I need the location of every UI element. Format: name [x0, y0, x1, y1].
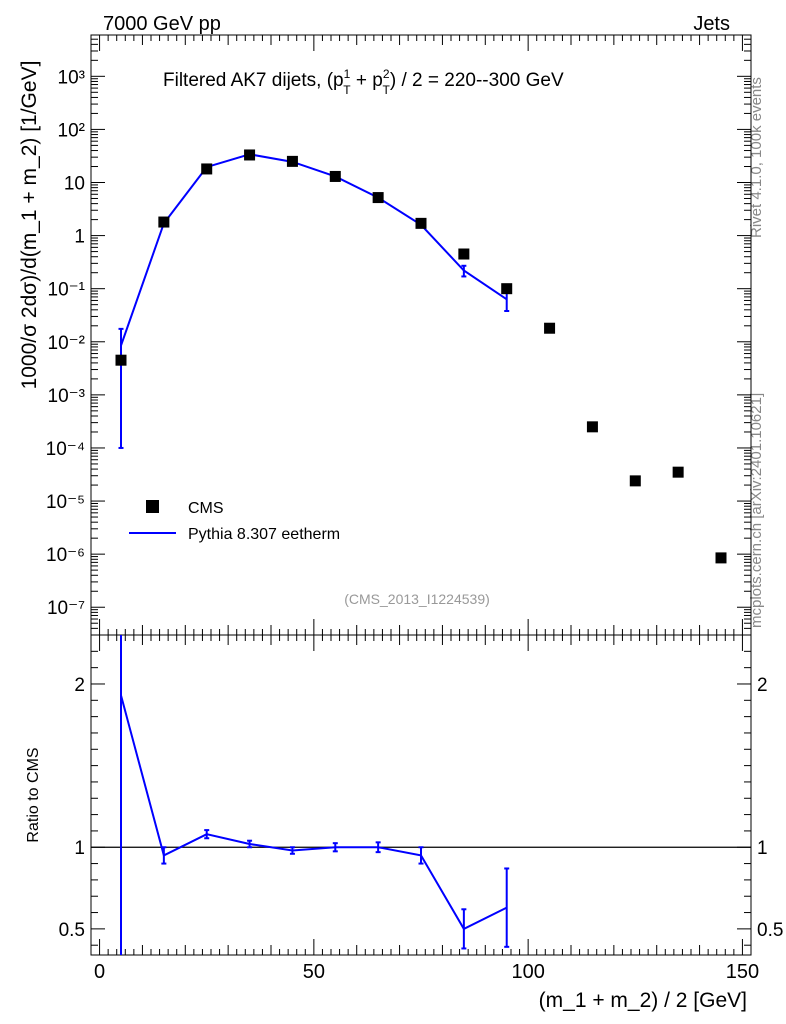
cms-data-point — [244, 149, 256, 161]
main-y-tick-label: 10 — [64, 173, 85, 194]
cms-data-point — [458, 248, 470, 260]
main-title: Filtered AK7 dijets, (p1 T + p2 T) / 2 = 2… — [163, 67, 564, 97]
ratio-axis-ticks — [91, 635, 751, 955]
mc-series-ratio — [120, 635, 510, 955]
main-y-tick-label: 10⁻⁷ — [47, 598, 85, 619]
cms-data-point — [501, 283, 513, 295]
x-tick-label: 150 — [726, 961, 759, 983]
legend-mc-label: Pythia 8.307 eetherm — [188, 526, 340, 543]
main-y-tick-label: 10⁻⁴ — [46, 439, 85, 460]
cms-data-point — [544, 322, 556, 334]
main-y-tick-label: 1 — [74, 227, 85, 248]
main-axis-ticks — [91, 34, 751, 636]
cms-data-point — [415, 217, 427, 229]
rivet-label: Rivet 4.1.0, 100k events — [748, 77, 765, 238]
ratio-y-tick-label: 0.5 — [59, 920, 85, 941]
main-y-tick-label: 10⁻⁵ — [46, 492, 85, 513]
mcplots-label: mcplots.cern.ch [arXiv:2401.10621] — [748, 393, 765, 628]
ratio-y-tick-label: 1 — [74, 838, 85, 859]
ratio-plot-frame — [90, 634, 752, 956]
data-series-main — [115, 149, 727, 564]
legend: CMS Pythia 8.307 eetherm — [129, 500, 340, 543]
main-y-tick-label: 10⁻⁶ — [46, 545, 85, 566]
ratio-y-tick-label-right: 1 — [757, 838, 768, 859]
mc-main-line — [120, 153, 508, 346]
ratio-y-tick-label-right: 2 — [757, 675, 768, 696]
legend-cms-marker — [146, 500, 159, 513]
ratio-y-axis-label: Ratio to CMS — [25, 747, 42, 842]
cms-data-point — [629, 475, 641, 487]
cms-data-point — [329, 170, 341, 182]
ratio-y-tick-label-right: 0.5 — [757, 920, 783, 941]
ratio-y-tick-label: 2 — [74, 675, 85, 696]
header-left: 7000 GeV pp — [103, 13, 221, 35]
cms-data-point — [715, 552, 727, 564]
analysis-label: (CMS_2013_I1224539) — [344, 591, 490, 607]
cms-data-point — [286, 155, 298, 167]
x-tick-labels: 0 50 100 150 — [94, 961, 759, 983]
legend-cms-label: CMS — [188, 500, 224, 517]
x-tick-label: 0 — [94, 961, 105, 983]
x-axis-label: (m_1 + m_2) / 2 [GeV] — [539, 989, 747, 1012]
main-y-axis-label: 1000/σ 2dσ)/d(m_1 + m_2) [1/GeV] — [18, 61, 41, 390]
main-y-tick-label: 10⁻² — [48, 333, 86, 354]
cms-data-point — [586, 421, 598, 433]
main-plot-frame — [90, 34, 752, 636]
mc-series-main — [118, 152, 510, 449]
main-y-tick-label: 10⁻¹ — [48, 280, 86, 301]
main-y-tick-label: 10² — [58, 120, 85, 141]
main-y-tick-labels: 10⁻⁷ 10⁻⁶ 10⁻⁵ 10⁻⁴ 10⁻³ 10⁻² 10⁻¹ 1 10 10² 10³ — [46, 67, 85, 619]
mc-ratio-line — [120, 695, 508, 931]
x-tick-label: 100 — [511, 961, 544, 983]
cms-data-point — [372, 192, 384, 204]
main-y-tick-label: 10³ — [58, 67, 85, 88]
cms-data-point — [115, 354, 127, 366]
header-right: Jets — [693, 13, 730, 35]
cms-data-point — [201, 163, 213, 175]
cms-data-point — [158, 216, 170, 228]
x-tick-label: 50 — [303, 961, 325, 983]
ratio-tick-labels: 0.5 0.5 1 1 2 2 — [59, 675, 784, 941]
main-y-tick-label: 10⁻³ — [48, 386, 86, 407]
cms-data-point — [672, 466, 684, 478]
